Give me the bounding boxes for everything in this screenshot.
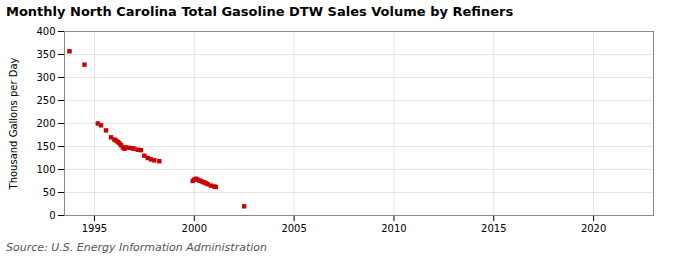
svg-text:300: 300 (36, 72, 55, 83)
svg-text:350: 350 (36, 49, 55, 60)
html-text:Source: U.S. Energy Informatio: Source: U.S. Energy Information Administ… (6, 241, 267, 254)
svg-text:400: 400 (36, 26, 55, 37)
svg-text:150: 150 (36, 141, 55, 152)
svg-text:2010: 2010 (381, 223, 406, 234)
svg-text:2005: 2005 (281, 223, 306, 234)
svg-text:200: 200 (36, 118, 55, 129)
svg-text:2000: 2000 (182, 223, 207, 234)
svg-text:2020: 2020 (581, 223, 606, 234)
svg-text:100: 100 (36, 164, 55, 175)
svg-text:2015: 2015 (481, 223, 506, 234)
svg-text:250: 250 (36, 95, 55, 106)
html-text:Monthly North Carolina Total G: Monthly North Carolina Total Gasoline DT… (6, 4, 514, 19)
svg-text:1995: 1995 (82, 223, 107, 234)
svg-text:0: 0 (49, 210, 55, 221)
svg-text:Thousand Gallons per Day: Thousand Gallons per Day (8, 57, 19, 190)
svg-text:50: 50 (43, 187, 56, 198)
